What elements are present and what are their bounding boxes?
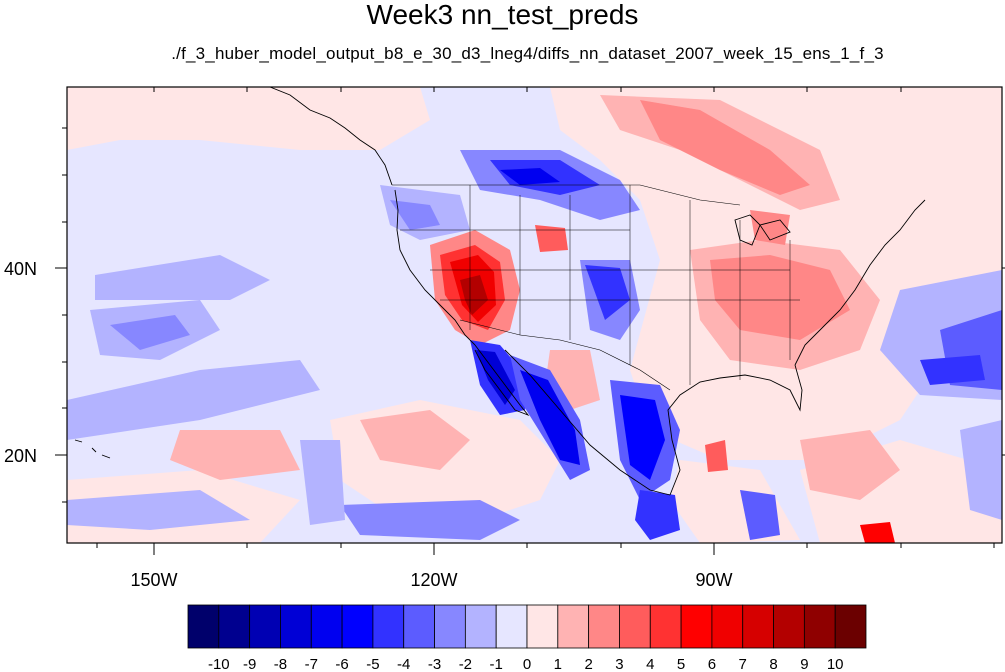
map-subtitle: ./f_3_huber_model_output_b8_e_30_d3_lneg… (171, 44, 884, 63)
colorbar-label: -10 (208, 656, 230, 672)
colorbar-label: 7 (739, 656, 747, 672)
colorbar-swatch (280, 604, 312, 649)
colorbar-swatch (773, 604, 805, 649)
colorbar-label: 0 (523, 656, 531, 672)
colorbar-label: 4 (646, 656, 654, 672)
colorbar-swatch (310, 604, 343, 649)
colorbar-swatch (495, 604, 528, 649)
colorbar-label: 5 (677, 656, 685, 672)
lat-tick-20n: 20N (4, 446, 37, 466)
coastlines (74, 87, 926, 496)
colorbar-label: -7 (305, 656, 318, 672)
map-title: Week3 nn_test_preds (366, 0, 639, 30)
colorbar-label: -5 (366, 656, 379, 672)
colorbar: -10 -9 -8 -7 -6 -5 -4 -3 -2 -1 0 1 2 3 4 5 6 7 8 9 10 (187, 604, 867, 672)
colorbar-label: -1 (490, 656, 503, 672)
colorbar-label: 1 (554, 656, 562, 672)
colorbar-swatch (619, 604, 651, 649)
colorbar-swatch (742, 604, 774, 649)
colorbar-swatch (187, 604, 220, 649)
colorbar-label: -2 (459, 656, 472, 672)
colorbar-label: 3 (615, 656, 623, 672)
colorbar-label: 8 (769, 656, 777, 672)
colorbar-label: 9 (800, 656, 808, 672)
colorbar-swatch (372, 604, 405, 649)
colorbar-swatch (403, 604, 435, 649)
anomaly-field (67, 87, 1002, 543)
colorbar-swatch (680, 604, 713, 649)
lon-tick-90w: 90W (695, 570, 732, 590)
lat-tick-40n: 40N (4, 259, 37, 279)
colorbar-swatch (557, 604, 590, 649)
lon-tick-120w: 120W (410, 570, 457, 590)
colorbar-label: 2 (584, 656, 592, 672)
lon-tick-150w: 150W (130, 570, 177, 590)
colorbar-swatch (803, 604, 836, 649)
colorbar-label: -3 (428, 656, 441, 672)
map-ticks (55, 87, 1005, 555)
colorbar-swatch (588, 604, 620, 649)
colorbar-label: 10 (827, 656, 844, 672)
colorbar-swatch (341, 604, 374, 649)
colorbar-swatch (249, 604, 281, 649)
colorbar-swatch (834, 604, 867, 649)
colorbar-swatch (434, 604, 466, 649)
colorbar-label: 6 (708, 656, 716, 672)
colorbar-label: -9 (243, 656, 256, 672)
colorbar-swatch (649, 604, 682, 649)
colorbar-swatch (218, 604, 251, 649)
map-plot-area: 40N 20N 150W 120W 90W (4, 86, 1005, 590)
colorbar-label: -4 (397, 656, 410, 672)
colorbar-swatch (526, 604, 559, 649)
colorbar-label: -6 (335, 656, 348, 672)
colorbar-swatch (711, 604, 744, 649)
colorbar-swatch (464, 604, 497, 649)
colorbar-label: -8 (274, 656, 287, 672)
